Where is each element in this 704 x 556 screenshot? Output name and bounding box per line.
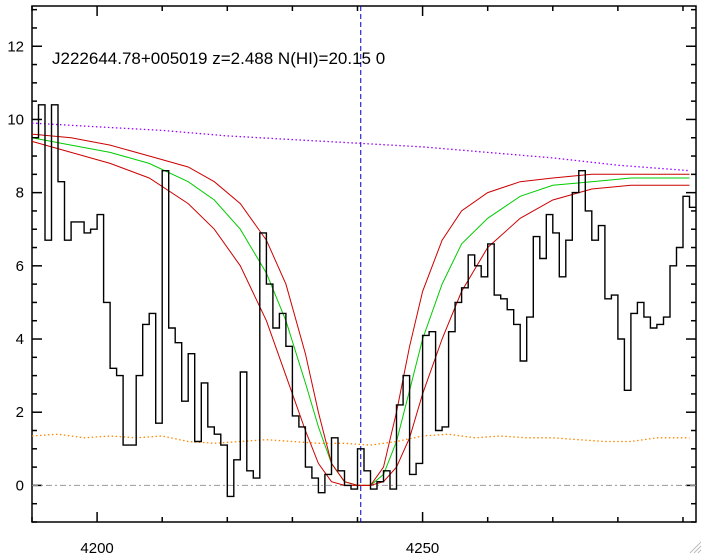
x-tick-label: 4200 <box>80 540 113 556</box>
continuum-line <box>31 122 690 172</box>
axis-tick-labels: 4200 4250 0 2 4 6 8 10 12 <box>7 38 439 556</box>
plot-frame <box>31 5 697 523</box>
y-tick-label: 10 <box>7 111 24 128</box>
model-lower-bound-line <box>31 140 690 486</box>
error-line <box>31 433 690 446</box>
y-tick-label: 4 <box>16 331 24 348</box>
resize-grip-icon <box>689 541 702 554</box>
y-tick-label: 0 <box>16 477 24 494</box>
flux-group <box>32 104 696 498</box>
axis-ticks <box>31 6 696 523</box>
y-tick-label: 12 <box>7 38 24 55</box>
y-tick-label: 6 <box>16 258 24 275</box>
flux-histogram <box>32 104 696 498</box>
y-tick-label: 8 <box>16 185 24 202</box>
x-tick-label: 4250 <box>406 540 439 556</box>
y-tick-label: 2 <box>16 404 24 421</box>
chart-title: J222644.78+005019 z=2.488 N(HI)=20.15 0 <box>52 49 385 68</box>
model-curves <box>31 122 690 486</box>
